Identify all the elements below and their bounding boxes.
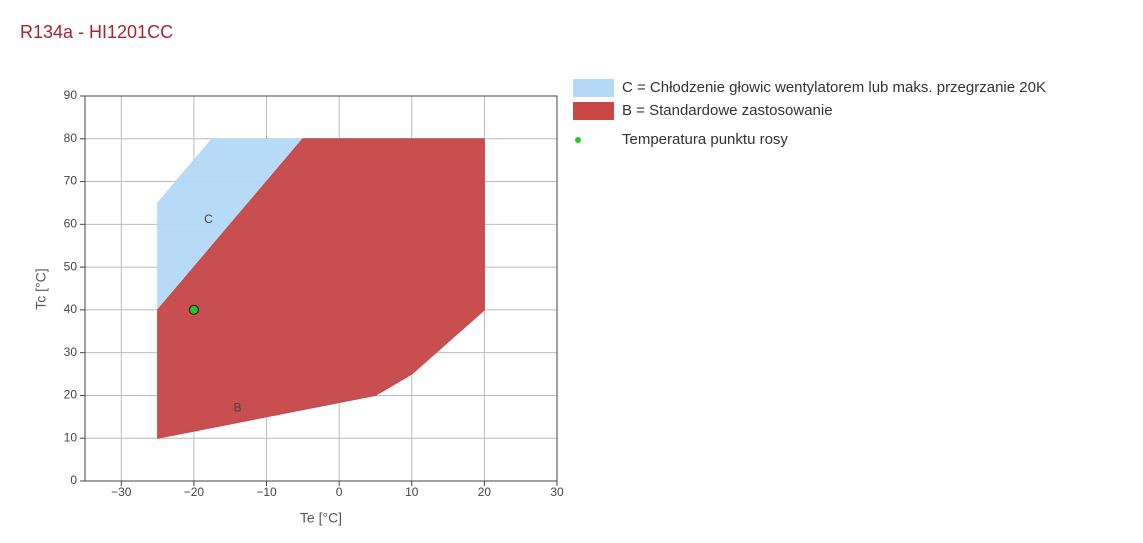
y-tick-label: 40 <box>64 302 78 316</box>
y-axis-title: Tc [°C] <box>33 268 49 309</box>
plot-frame <box>84 95 558 482</box>
y-tick-label: 0 <box>70 473 77 487</box>
chart-title: R134a - HI1201CC <box>20 22 173 42</box>
y-tick-label: 30 <box>64 345 78 359</box>
legend-label: Temperatura punktu rosy <box>622 131 788 148</box>
x-tick-label: −30 <box>111 485 132 499</box>
x-tick-label: −10 <box>256 485 277 499</box>
x-tick-label: 0 <box>336 485 343 499</box>
legend-marker <box>575 137 581 143</box>
y-tick-label: 70 <box>64 174 78 188</box>
x-tick-label: −20 <box>184 485 205 499</box>
y-tick-label: 80 <box>64 131 78 145</box>
legend-swatch <box>573 79 614 97</box>
legend-label: B = Standardowe zastosowanie <box>622 102 833 119</box>
x-tick-label: 10 <box>405 485 419 499</box>
legend-label: C = Chłodzenie głowic wentylatorem lub m… <box>622 79 1046 96</box>
y-tick-label: 60 <box>64 217 78 231</box>
y-tick-label: 10 <box>64 430 78 444</box>
annotation: B <box>233 400 241 414</box>
x-tick-label: 20 <box>478 485 492 499</box>
y-tick-label: 20 <box>64 388 78 402</box>
envelope-area <box>157 138 485 439</box>
marker <box>188 304 200 315</box>
x-axis-title: Te [°C] <box>300 510 342 526</box>
annotation: C <box>204 212 213 226</box>
y-tick-label: 90 <box>64 88 78 102</box>
legend-swatch <box>573 102 614 120</box>
y-tick-label: 50 <box>64 259 78 273</box>
x-tick-label: 30 <box>550 485 564 499</box>
